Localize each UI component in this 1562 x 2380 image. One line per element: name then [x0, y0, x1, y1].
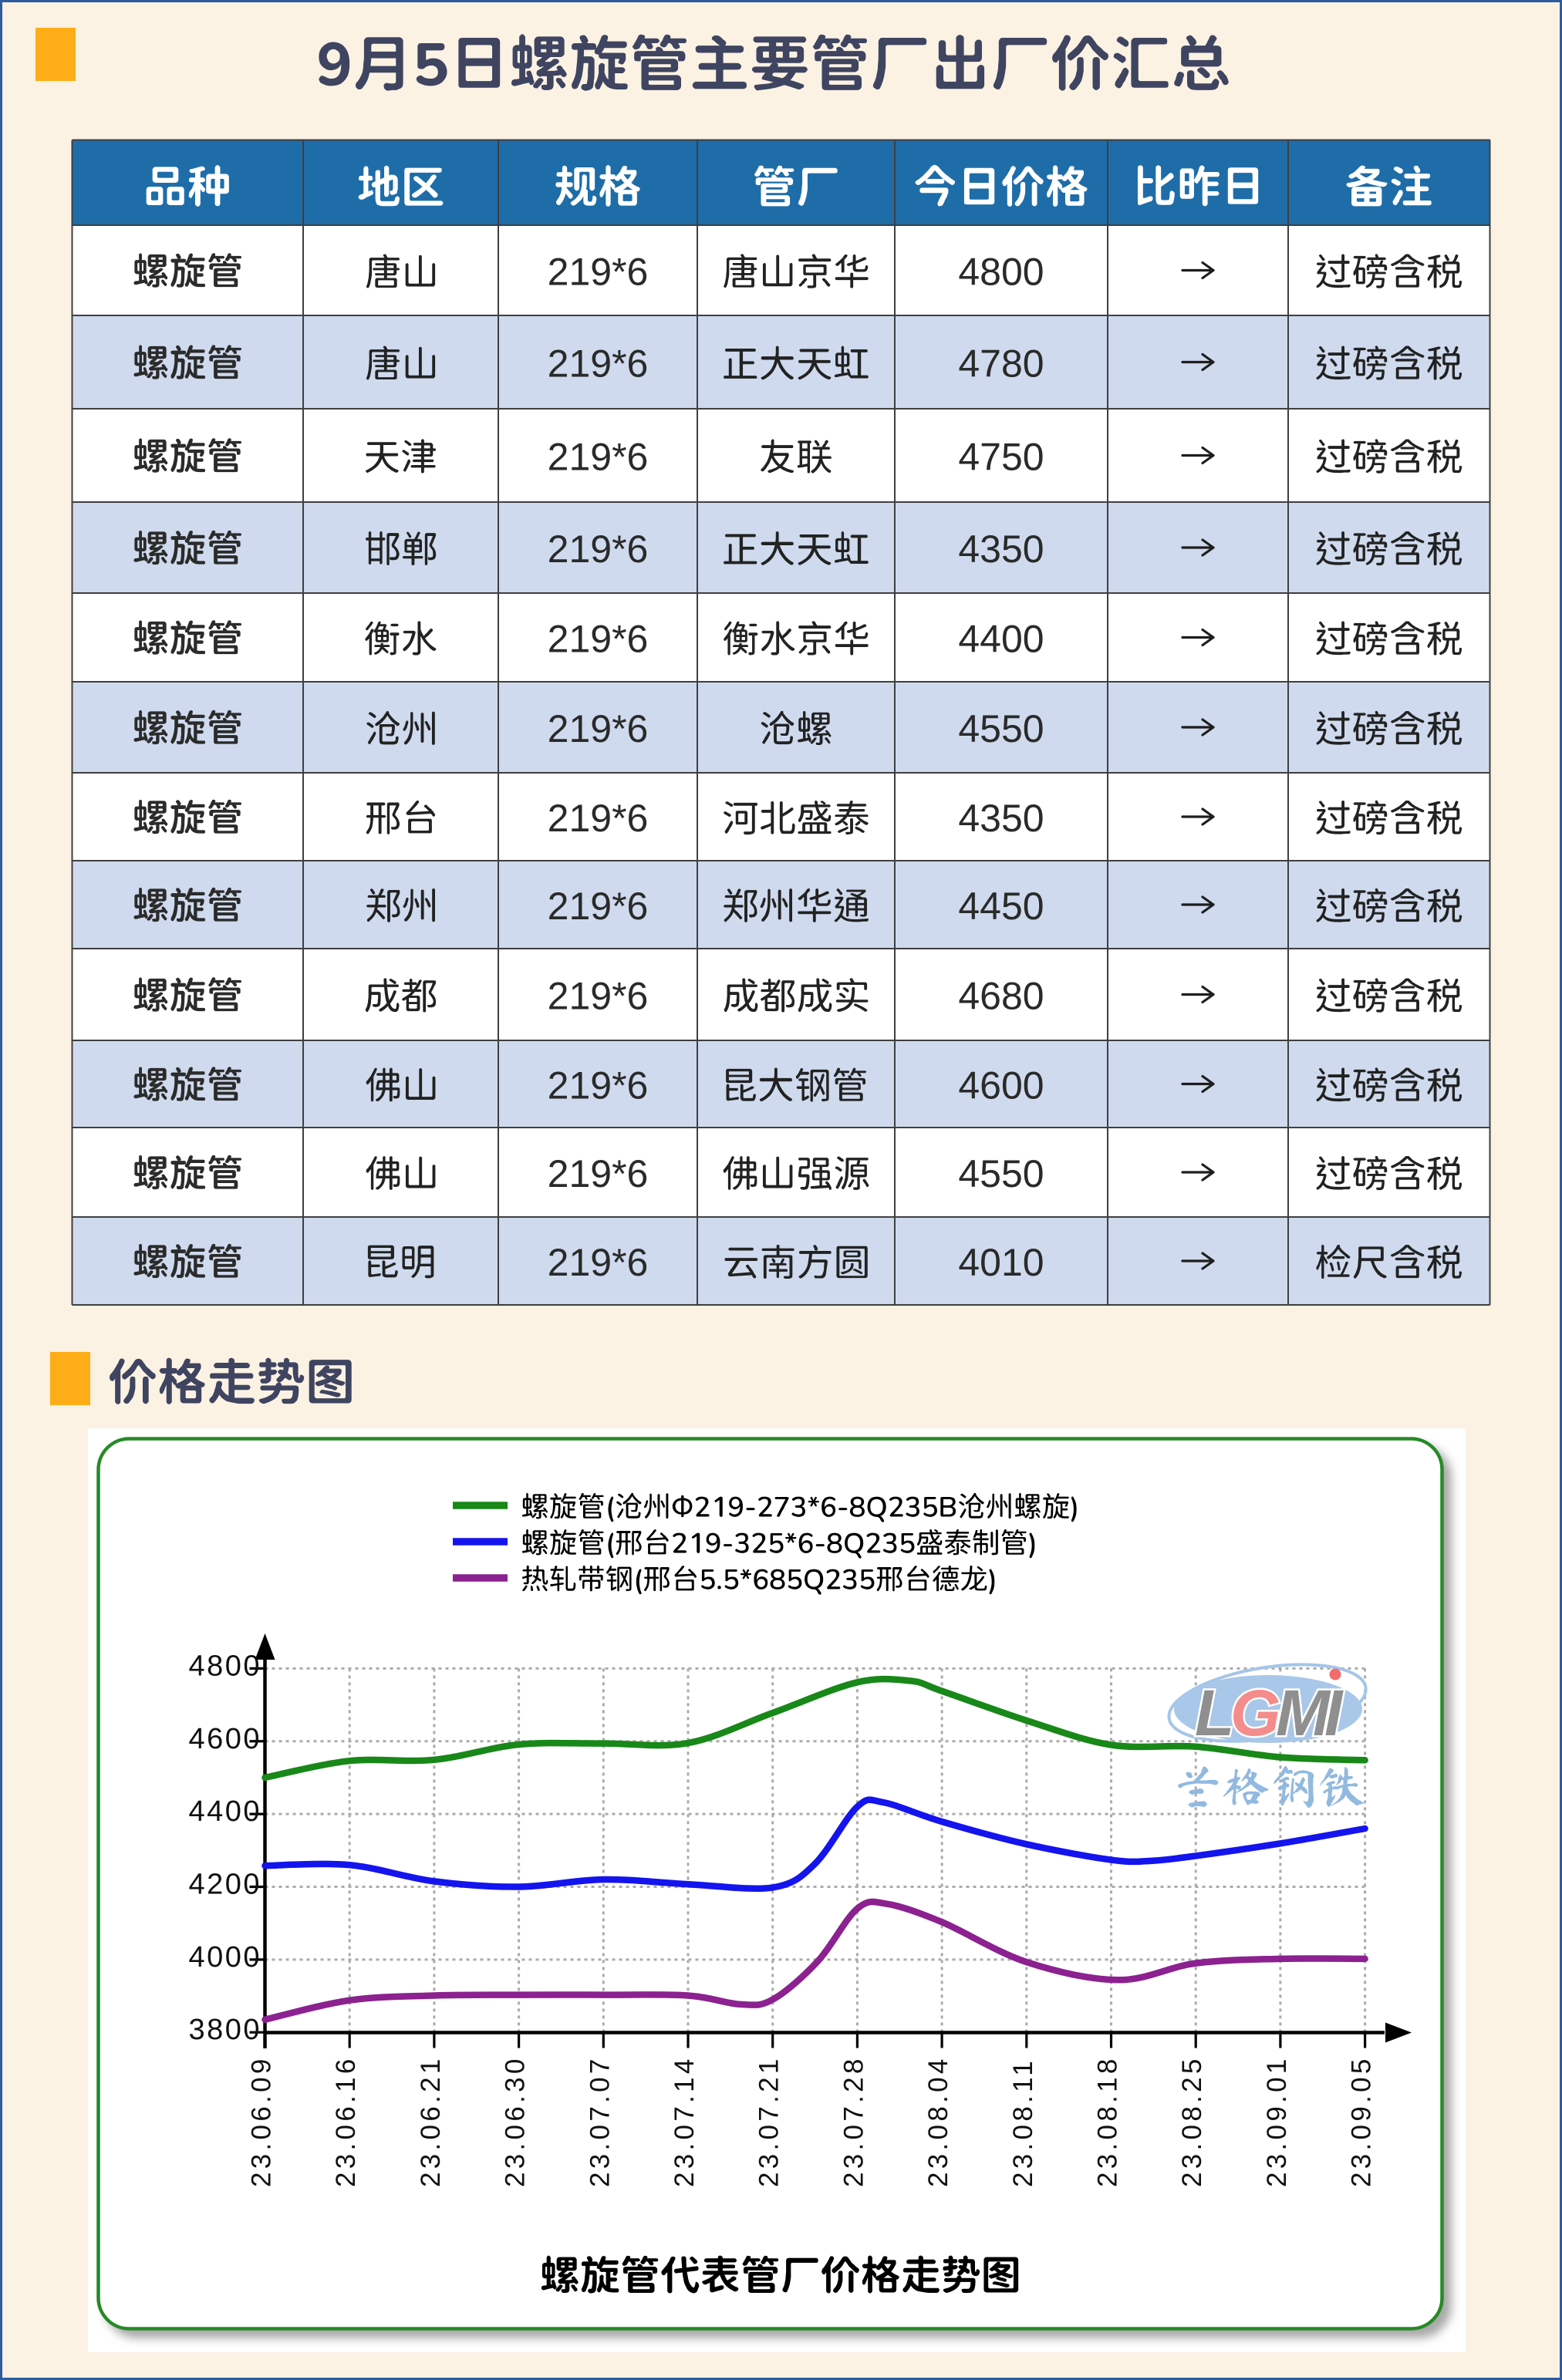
- svg-text:4680: 4680: [958, 975, 1044, 1018]
- svg-text:23.08.18: 23.08.18: [1093, 2055, 1123, 2187]
- svg-text:219*6: 219*6: [548, 885, 649, 928]
- svg-text:4350: 4350: [958, 797, 1044, 840]
- svg-text:4800: 4800: [188, 1650, 261, 1682]
- svg-text:4750: 4750: [958, 436, 1044, 479]
- svg-text:23.09.05: 23.09.05: [1347, 2055, 1377, 2187]
- svg-text:219*6: 219*6: [548, 1152, 649, 1195]
- svg-text:23.07.21: 23.07.21: [754, 2055, 784, 2187]
- svg-text:4400: 4400: [188, 1795, 261, 1828]
- svg-text:3800: 3800: [188, 2014, 261, 2046]
- svg-text:4550: 4550: [958, 707, 1044, 750]
- svg-text:4200: 4200: [188, 1868, 261, 1900]
- svg-text:23.06.30: 23.06.30: [501, 2055, 531, 2187]
- svg-text:I: I: [1324, 1677, 1344, 1749]
- svg-text:4800: 4800: [958, 251, 1044, 294]
- svg-text:23.08.11: 23.08.11: [1008, 2058, 1038, 2187]
- svg-text:23.06.09: 23.06.09: [247, 2055, 277, 2187]
- svg-text:219*6: 219*6: [548, 618, 649, 661]
- svg-text:219*6: 219*6: [548, 975, 649, 1018]
- svg-text:219*6: 219*6: [548, 707, 649, 750]
- svg-text:4600: 4600: [188, 1723, 261, 1755]
- svg-text:4450: 4450: [958, 885, 1044, 928]
- svg-text:4010: 4010: [958, 1241, 1044, 1284]
- svg-text:4780: 4780: [958, 342, 1044, 386]
- svg-text:219*6: 219*6: [548, 1241, 649, 1284]
- svg-text:G: G: [1230, 1677, 1280, 1749]
- svg-text:M: M: [1276, 1677, 1331, 1749]
- svg-text:219*6: 219*6: [548, 797, 649, 840]
- svg-text:23.06.16: 23.06.16: [331, 2055, 361, 2187]
- svg-text:23.08.25: 23.08.25: [1177, 2055, 1207, 2187]
- svg-text:4600: 4600: [958, 1064, 1044, 1107]
- svg-text:23.06.21: 23.06.21: [416, 2055, 446, 2187]
- svg-text:23.07.14: 23.07.14: [670, 2055, 700, 2187]
- svg-text:4550: 4550: [958, 1152, 1044, 1195]
- svg-text:L: L: [1195, 1677, 1234, 1749]
- svg-text:219*6: 219*6: [548, 342, 649, 386]
- svg-text:219*6: 219*6: [548, 1064, 649, 1107]
- svg-text:219*6: 219*6: [548, 528, 649, 571]
- svg-text:4400: 4400: [958, 618, 1044, 661]
- svg-text:23.08.04: 23.08.04: [923, 2055, 953, 2187]
- svg-text:219*6: 219*6: [548, 436, 649, 479]
- svg-text:219*6: 219*6: [548, 251, 649, 294]
- svg-text:23.07.28: 23.07.28: [838, 2055, 869, 2187]
- svg-text:4350: 4350: [958, 528, 1044, 571]
- svg-text:23.07.07: 23.07.07: [585, 2055, 615, 2187]
- svg-text:23.09.01: 23.09.01: [1262, 2055, 1292, 2187]
- svg-text:4000: 4000: [188, 1941, 261, 1974]
